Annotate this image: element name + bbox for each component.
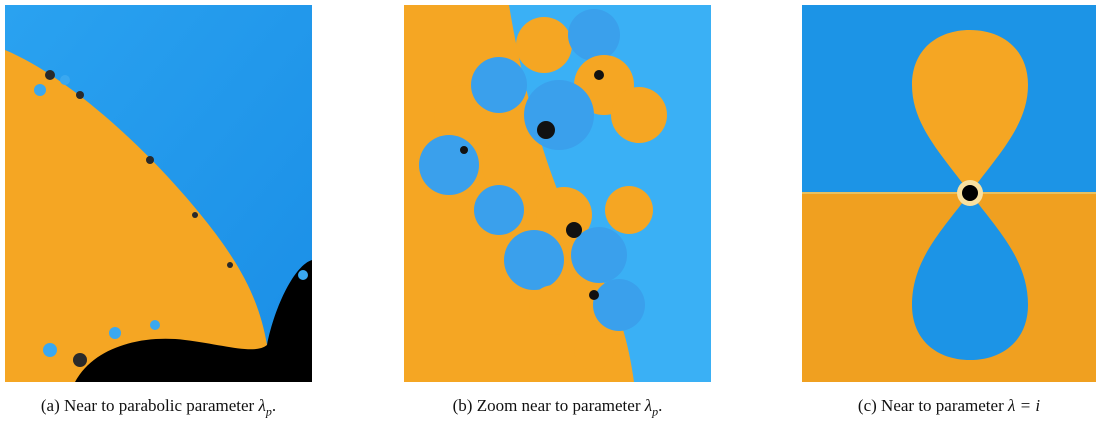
figure-a: [5, 5, 312, 382]
page: {"figures": [ {"caption": "(a) Near to p…: [0, 0, 1102, 426]
caption-a: (a) Near to parabolic parameter λp.: [5, 396, 312, 419]
caption-text: (c) Near to parameter: [858, 396, 1004, 415]
caption-symbol: λ = i: [1008, 396, 1040, 415]
figure-c: [802, 5, 1096, 382]
center: [962, 185, 978, 201]
figure-b: [404, 5, 711, 382]
caption-c: (c) Near to parameter λ = i: [802, 396, 1096, 416]
caption-symbol: λ: [258, 396, 265, 415]
caption-end: .: [658, 396, 662, 415]
caption-b: (b) Zoom near to parameter λp.: [404, 396, 711, 419]
caption-text: (a) Near to parabolic parameter: [41, 396, 254, 415]
caption-text: (b) Zoom near to parameter: [453, 396, 641, 415]
caption-end: .: [272, 396, 276, 415]
caption-symbol: λ: [645, 396, 652, 415]
